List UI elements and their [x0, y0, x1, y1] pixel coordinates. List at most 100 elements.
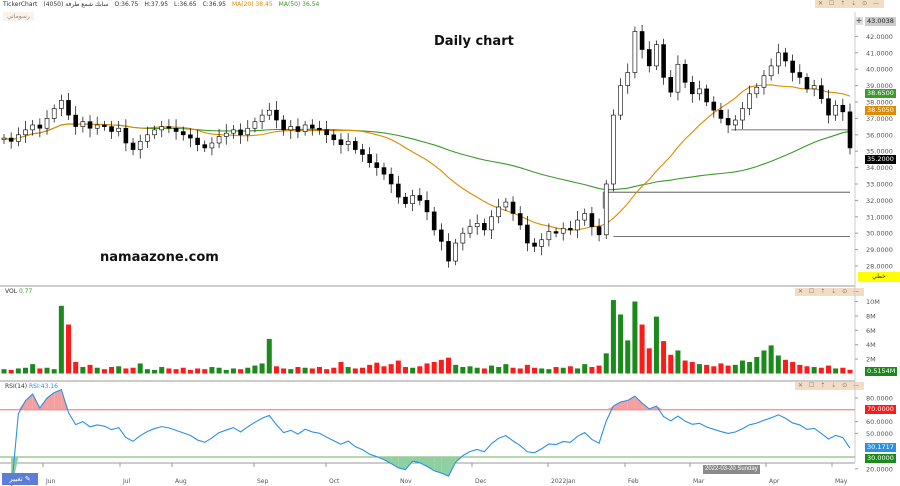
- volume-bar: [352, 368, 358, 374]
- price-tick-label: 32.0000: [866, 197, 893, 205]
- volume-bar: [431, 361, 437, 374]
- volume-bar: [116, 366, 122, 374]
- rsi-line: [11, 388, 851, 486]
- edit-label: تغيير: [9, 475, 23, 483]
- volume-bar: [675, 350, 681, 374]
- candle-body: [288, 126, 294, 131]
- candle-body: [747, 93, 752, 109]
- candle-body: [776, 52, 781, 67]
- candle-body: [317, 127, 322, 131]
- candle-body: [625, 72, 631, 86]
- candle-body: [137, 141, 143, 150]
- price-tick-label: 39.0000: [866, 82, 893, 90]
- volume-bar: [625, 340, 631, 374]
- time-tick-label: Aug: [175, 478, 187, 485]
- candle-body: [439, 229, 444, 242]
- candle-body: [166, 126, 172, 129]
- main-pane-toolbar[interactable]: ✕ ☐ ⇡ ⇣ ⊙ —: [815, 0, 885, 8]
- volume-legend: VOL 0.77: [5, 288, 32, 295]
- candle-body: [819, 85, 824, 100]
- candle-body: [460, 232, 466, 244]
- edit-button[interactable]: تغيير ✎: [2, 473, 38, 485]
- volume-bar: [37, 368, 43, 374]
- chart-title: Daily chart: [434, 34, 514, 49]
- volume-pane-toolbar[interactable]: ✕ ☐ ⇡ ⇣ ⊙ —: [795, 288, 865, 296]
- rsi-overbought-label: 70.0000: [865, 405, 896, 414]
- candle-body: [245, 127, 251, 136]
- volume-bar: [402, 367, 408, 374]
- candle-body: [654, 44, 659, 67]
- rsi-overbought-fill: [54, 389, 62, 410]
- volume-bar: [481, 368, 487, 374]
- drawings-button[interactable]: رسوماتي: [3, 12, 34, 21]
- volume-bar: [610, 300, 616, 374]
- candle-body: [474, 223, 480, 227]
- candle-body: [16, 134, 21, 142]
- time-tick-label: May: [835, 478, 848, 485]
- volume-bar: [316, 367, 322, 374]
- rsi-oversold-fill: [434, 457, 442, 474]
- candle-body: [761, 75, 767, 88]
- low-value: L:36.65: [174, 1, 197, 8]
- volume-bar: [632, 301, 638, 374]
- volume-bar: [410, 367, 416, 374]
- volume-bar: [152, 369, 158, 374]
- volume-bar: [618, 314, 624, 374]
- candle-body: [345, 141, 351, 145]
- volume-tick-label: 6M: [866, 327, 876, 335]
- price-tick-label: 33.0000: [866, 181, 893, 189]
- rsi-tick-label: 20.0000: [866, 465, 893, 473]
- volume-last-label: 0.5154M: [865, 367, 898, 376]
- rsi-pane-toolbar[interactable]: ✕ ☐ ⇡ ⇣ ⊙ —: [795, 382, 865, 390]
- time-tick-label: Jul: [122, 478, 131, 485]
- price-tick-label: 38.0000: [866, 99, 893, 107]
- volume-bar: [532, 367, 538, 374]
- candle-body: [632, 31, 638, 73]
- ma20-price-label: 38.5050: [865, 106, 896, 115]
- candle-body: [388, 173, 394, 185]
- line-type-button[interactable]: خطي: [858, 272, 900, 282]
- volume-bar: [582, 364, 588, 374]
- volume-bar: [166, 368, 172, 374]
- candle-body: [503, 201, 509, 208]
- rsi-oversold-fill: [405, 457, 413, 470]
- candle-body: [833, 104, 838, 116]
- price-tick-label: 28.0000: [866, 263, 893, 271]
- volume-bar: [517, 368, 523, 374]
- rsi-overbought-fill: [634, 396, 643, 410]
- volume-bar: [202, 369, 208, 374]
- app-name: TickerChart: [3, 1, 38, 8]
- candle-body: [682, 63, 688, 83]
- candle-body: [80, 121, 86, 127]
- candle-body: [790, 60, 795, 73]
- volume-value: 0.77: [19, 288, 33, 295]
- add-icon[interactable]: +: [855, 16, 863, 25]
- volume-bar: [130, 367, 136, 374]
- price-tick-label: 40.0000: [866, 66, 893, 74]
- time-tick-label: Oct: [329, 478, 340, 485]
- rsi-oversold-label: 30.0000: [865, 454, 896, 463]
- candle-body: [611, 114, 616, 185]
- price-tick-label: 35.0000: [866, 148, 893, 156]
- time-tick-label: Dec: [475, 478, 487, 485]
- volume-tick-label: 4M: [866, 341, 876, 349]
- volume-bar: [15, 368, 21, 374]
- candle-body: [453, 242, 458, 262]
- volume-bar: [539, 368, 545, 374]
- volume-bar: [825, 365, 831, 374]
- candle-body: [353, 141, 358, 150]
- volume-bar: [73, 361, 79, 374]
- volume-bar: [180, 367, 186, 374]
- candle-body: [646, 49, 652, 67]
- volume-bar: [668, 354, 674, 374]
- open-value: O:36.75: [114, 1, 139, 8]
- volume-bar: [288, 369, 294, 374]
- candle-body: [396, 183, 401, 198]
- candle-body: [783, 52, 788, 62]
- volume-bar: [66, 324, 72, 374]
- candle-body: [582, 213, 588, 221]
- candle-body: [238, 129, 243, 136]
- candle-body: [360, 149, 365, 155]
- candle-body: [596, 226, 602, 236]
